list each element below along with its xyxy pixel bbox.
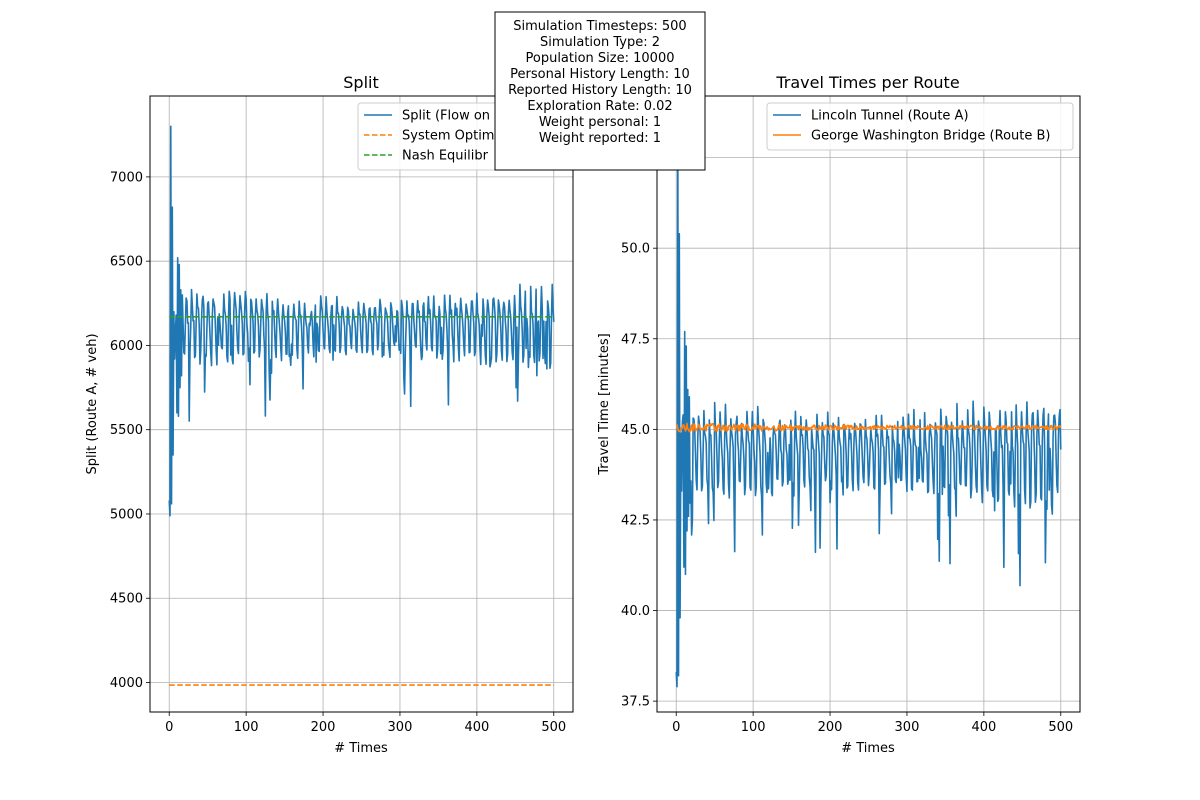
series-line-1 (675, 422, 1062, 433)
series-line-0 (675, 102, 1062, 688)
legend-entry: Lincoln Tunnel (Route A) (811, 109, 969, 124)
x-tick-label: 200 (818, 720, 843, 735)
travel-times-chart-legend: Lincoln Tunnel (Route A) George Washingto… (766, 102, 1074, 151)
y-tick-label: 50.0 (621, 242, 650, 257)
legend-box (766, 102, 1074, 151)
x-tick-label: 0 (165, 720, 173, 735)
x-tick-label: 100 (234, 720, 259, 735)
simulation-info-box: Simulation Timesteps: 500 Simulation Typ… (494, 11, 706, 171)
info-line-personal-history: Personal History Length: 10 (510, 67, 690, 82)
y-tick-label: 6000 (110, 339, 143, 354)
y-tick-label: 6500 (110, 255, 143, 270)
travel-times-chart-xlabel: # Times (841, 741, 895, 756)
split-chart-ticks: 0 100 200 300 400 500 4000 4500 5000 5500 6000 6500… (110, 170, 566, 735)
legend-entry: Nash Equilibr (402, 149, 489, 164)
split-chart-ylabel: Split (Route A, # veh) (85, 333, 100, 474)
split-chart-title: Split (343, 73, 378, 92)
x-tick-label: 500 (1048, 720, 1073, 735)
travel-times-chart-title: Travel Times per Route (775, 73, 959, 92)
legend-entry: George Washington Bridge (Route B) (811, 129, 1051, 144)
y-tick-label: 47.5 (621, 332, 650, 347)
x-tick-label: 300 (895, 720, 920, 735)
info-line-reported-history: Reported History Length: 10 (508, 83, 692, 98)
split-chart-frame (149, 95, 574, 713)
info-line-timesteps: Simulation Timesteps: 500 (513, 19, 686, 34)
info-line-weight-personal: Weight personal: 1 (539, 115, 661, 130)
split-chart-grid (150, 96, 573, 712)
series-line-0 (168, 125, 555, 517)
y-tick-label: 37.5 (621, 695, 650, 710)
y-tick-label: 42.5 (621, 513, 650, 528)
info-line-sim-type: Simulation Type: 2 (540, 35, 660, 50)
info-line-weight-reported: Weight reported: 1 (539, 131, 661, 146)
split-chart-series (168, 125, 555, 686)
y-tick-label: 5500 (110, 423, 143, 438)
travel-times-chart-series (675, 102, 1062, 688)
travel-times-chart-frame (656, 95, 1081, 713)
y-tick-label: 4000 (110, 676, 143, 691)
y-tick-label: 40.0 (621, 604, 650, 619)
x-tick-label: 400 (971, 720, 996, 735)
info-line-exploration: Exploration Rate: 0.02 (527, 99, 672, 114)
x-tick-label: 300 (388, 720, 413, 735)
y-tick-label: 7000 (110, 170, 143, 185)
info-line-population: Population Size: 10000 (526, 51, 675, 66)
legend-entry: Split (Flow on (402, 109, 490, 124)
x-tick-label: 500 (541, 720, 566, 735)
y-tick-label: 5000 (110, 507, 143, 522)
legend-entry: System Optim (402, 129, 494, 144)
travel-times-chart-ylabel: Travel Time [minutes] (597, 333, 612, 476)
x-tick-label: 0 (672, 720, 680, 735)
y-tick-label: 4500 (110, 592, 143, 607)
y-tick-label: 45.0 (621, 423, 650, 438)
split-chart-xlabel: # Times (334, 741, 388, 756)
x-tick-label: 400 (464, 720, 489, 735)
x-tick-label: 200 (311, 720, 336, 735)
x-tick-label: 100 (741, 720, 766, 735)
info-box-frame (494, 11, 706, 171)
